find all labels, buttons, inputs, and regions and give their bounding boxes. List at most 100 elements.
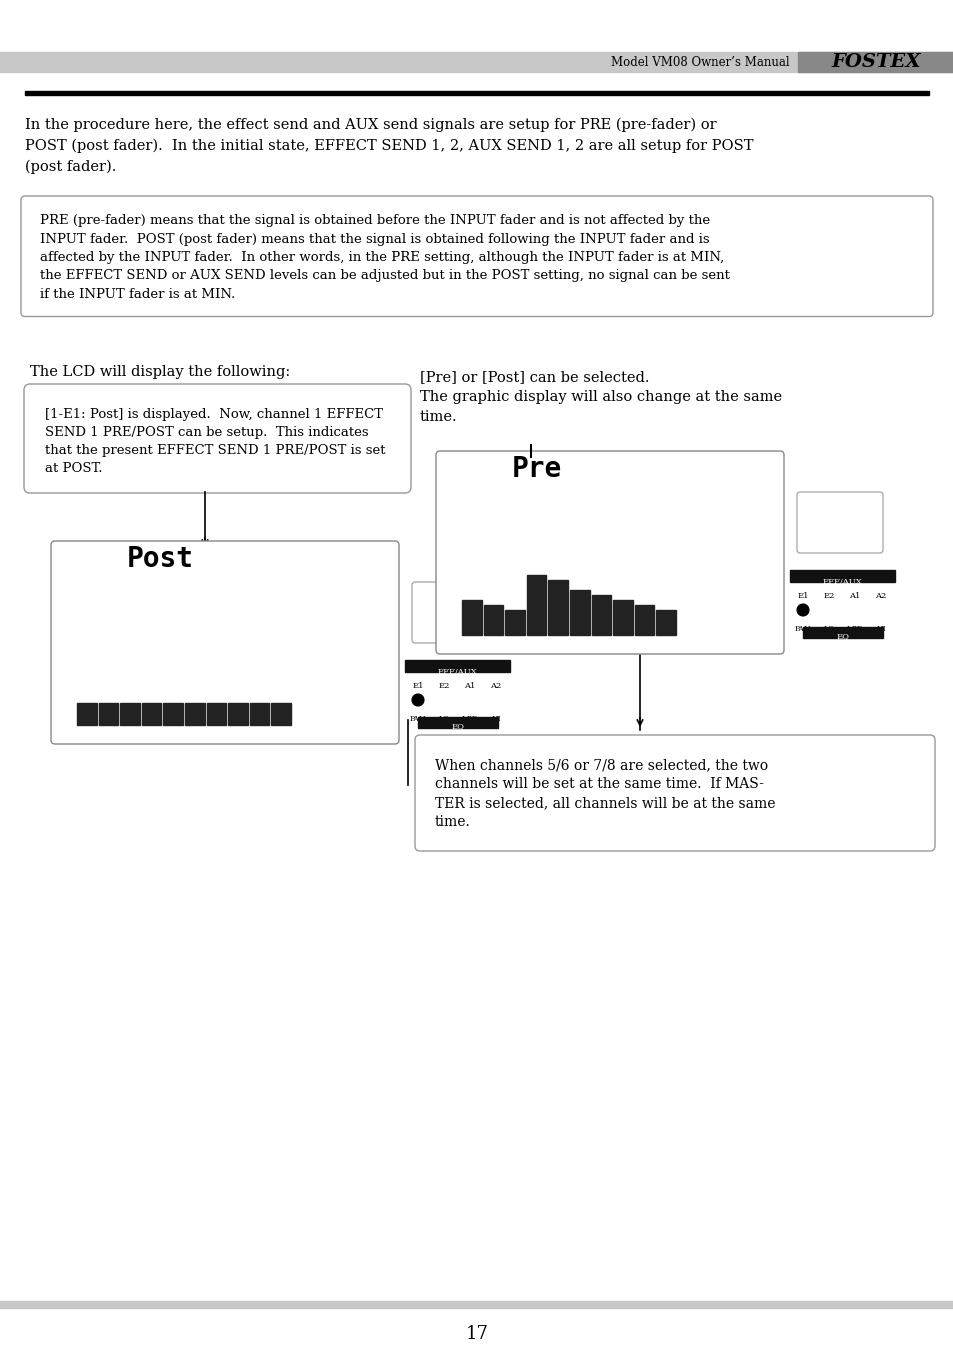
Text: Pre: Pre (512, 456, 561, 483)
Text: The graphic display will also change at the same: The graphic display will also change at … (419, 390, 781, 404)
Text: A1: A1 (464, 682, 476, 690)
Bar (459, 535, 679, 635)
Text: 48: 48 (62, 700, 71, 706)
Text: OL: OL (61, 625, 71, 634)
Text: that the present EFFECT SEND 1 PRE/POST is set: that the present EFFECT SEND 1 PRE/POST … (45, 443, 385, 457)
Circle shape (463, 694, 476, 706)
Text: ▼L: ▼L (298, 716, 311, 724)
Text: MIN: MIN (683, 636, 700, 644)
Bar (569, 590, 589, 635)
Text: 1: 1 (67, 639, 71, 647)
FancyBboxPatch shape (796, 492, 882, 553)
Text: 2: 2 (106, 733, 111, 741)
Text: In the procedure here, the effect send and AUX send signals are setup for PRE (p: In the procedure here, the effect send a… (25, 119, 716, 132)
Text: 00: 00 (572, 515, 587, 528)
Text: SEND 1 PRE/POST can be setup.  This indicates: SEND 1 PRE/POST can be setup. This indic… (45, 426, 368, 439)
Text: 00: 00 (445, 615, 464, 630)
FancyBboxPatch shape (436, 452, 783, 654)
Text: POST (post fader).  In the initial state, EFFECT SEND 1, 2, AUX SEND 1, 2 are al: POST (post fader). In the initial state,… (25, 139, 753, 154)
Text: 7: 7 (598, 643, 603, 651)
Bar (250, 704, 269, 725)
Text: 00: 00 (132, 605, 148, 617)
Text: 1: 1 (469, 643, 474, 651)
Text: 12: 12 (447, 576, 456, 584)
Text: if the INPUT fader is at MIN.: if the INPUT fader is at MIN. (40, 288, 235, 301)
Circle shape (848, 604, 861, 616)
FancyBboxPatch shape (412, 582, 497, 643)
Text: MID: MID (461, 714, 478, 723)
FancyBboxPatch shape (21, 195, 932, 317)
Text: 5: 5 (556, 643, 560, 651)
Text: time.: time. (419, 410, 457, 425)
Text: CH: CH (522, 503, 537, 511)
Text: E2: E2 (822, 592, 834, 600)
Text: L: L (641, 643, 646, 651)
Bar (461, 600, 481, 635)
Text: E2: E2 (437, 682, 449, 690)
Text: 1: 1 (452, 549, 456, 557)
Bar (548, 580, 567, 635)
Bar (77, 704, 96, 725)
Text: TER is selected, all channels will be at the same: TER is selected, all channels will be at… (435, 797, 775, 810)
Text: 00: 00 (517, 515, 532, 528)
Text: EQ: EQ (451, 723, 464, 731)
Text: HI: HI (875, 625, 885, 634)
Bar (789, 570, 894, 582)
FancyBboxPatch shape (415, 735, 934, 851)
Text: time.: time. (435, 816, 470, 829)
Circle shape (796, 604, 808, 616)
Text: L: L (256, 733, 262, 741)
Text: R: R (662, 643, 668, 651)
Text: LO: LO (438, 714, 449, 723)
Text: FOSTEX: FOSTEX (830, 53, 920, 71)
Text: –: – (68, 714, 71, 723)
Text: MAX: MAX (298, 607, 319, 613)
Bar (797, 53, 953, 71)
Text: channels will be set at the same time.  If MAS-: channels will be set at the same time. I… (435, 776, 763, 791)
Bar (483, 605, 502, 635)
Bar (0, 53, 953, 71)
Text: CH: CH (138, 593, 152, 601)
Text: 6: 6 (452, 561, 456, 569)
Text: 8: 8 (619, 643, 625, 651)
Text: ▲R: ▲R (298, 616, 312, 624)
Text: 24: 24 (62, 683, 71, 692)
Bar (634, 605, 654, 635)
Bar (0, 1301, 953, 1308)
Bar (271, 704, 291, 725)
Text: 6: 6 (577, 643, 581, 651)
Circle shape (490, 694, 501, 706)
Text: (post fader).: (post fader). (25, 160, 116, 174)
Text: 2: 2 (491, 643, 496, 651)
Text: A2: A2 (490, 682, 501, 690)
Text: 1: 1 (84, 733, 90, 741)
Text: affected by the INPUT fader.  In other words, in the PRE setting, although the I: affected by the INPUT fader. In other wo… (40, 251, 723, 264)
Bar (510, 458, 551, 488)
Text: 6: 6 (193, 733, 197, 741)
Text: 00: 00 (188, 605, 202, 617)
Bar (185, 704, 204, 725)
Text: The LCD will display the following:: The LCD will display the following: (30, 365, 290, 379)
Text: A2: A2 (875, 592, 885, 600)
FancyBboxPatch shape (24, 384, 411, 493)
Bar (613, 600, 632, 635)
Text: MIN: MIN (298, 727, 316, 735)
Text: A1: A1 (848, 592, 860, 600)
Text: 6: 6 (67, 651, 71, 659)
Text: ▼L: ▼L (683, 625, 696, 634)
Bar (75, 625, 294, 725)
Text: SCENE NO.: SCENE NO. (814, 506, 864, 514)
Text: [1-E1: Post] is displayed.  Now, channel 1 EFFECT: [1-E1: Post] is displayed. Now, channel … (45, 408, 382, 421)
Circle shape (822, 604, 834, 616)
Text: 3: 3 (512, 643, 517, 651)
Text: Model VM08 Owner’s Manual: Model VM08 Owner’s Manual (611, 55, 789, 69)
Bar (802, 627, 882, 638)
Bar (163, 704, 183, 725)
Circle shape (437, 694, 450, 706)
Text: MASTER: MASTER (175, 593, 214, 601)
Text: OL: OL (445, 537, 456, 545)
Bar (207, 704, 226, 725)
Text: 1-E1:: 1-E1: (450, 456, 533, 483)
Bar (25, 92, 928, 94)
Text: 5: 5 (171, 733, 175, 741)
